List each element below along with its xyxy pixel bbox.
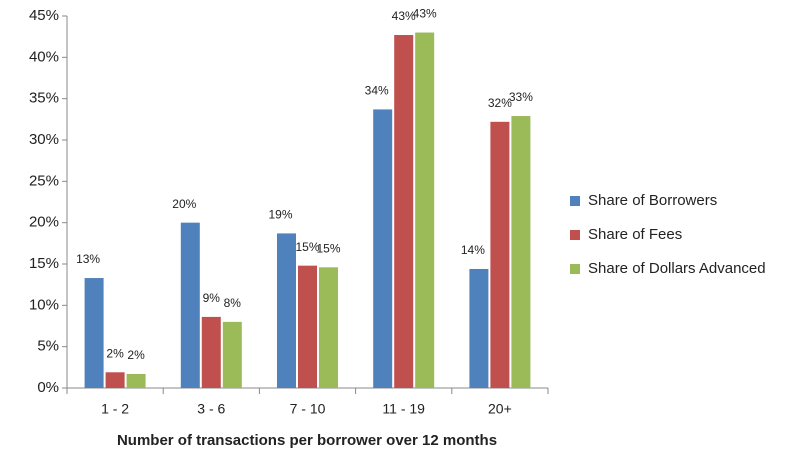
bar (126, 373, 146, 388)
value-label: 2% (127, 348, 145, 362)
value-label: 20% (172, 197, 196, 211)
y-tick-label: 35% (29, 90, 59, 107)
value-label: 33% (509, 90, 533, 104)
bar (84, 278, 104, 388)
legend-label: Share of Dollars Advanced (588, 260, 766, 277)
bar (319, 267, 338, 388)
x-tick-label: 11 - 19 (382, 401, 425, 417)
bar (394, 35, 414, 388)
bar (277, 233, 296, 388)
y-tick-label: 15% (29, 255, 59, 272)
y-tick-label: 40% (29, 48, 59, 65)
legend-swatch (570, 230, 580, 240)
value-label: 15% (295, 240, 319, 254)
bar (469, 268, 489, 388)
value-label: 2% (106, 346, 124, 360)
bar (490, 121, 510, 389)
bar (105, 372, 125, 388)
bar (373, 109, 393, 388)
value-label: 15% (316, 241, 340, 255)
y-tick-label: 10% (29, 296, 59, 313)
legend-label: Share of Fees (588, 226, 682, 243)
value-label: 34% (365, 84, 389, 98)
bar (511, 116, 531, 388)
x-tick-label: 1 - 2 (101, 401, 129, 417)
x-axis-label: Number of transactions per borrower over… (117, 432, 497, 449)
value-label: 8% (224, 296, 242, 310)
x-tick-label: 7 - 10 (290, 401, 326, 417)
y-tick-label: 30% (29, 131, 59, 148)
legend-swatch (570, 264, 580, 274)
y-tick-label: 0% (37, 379, 59, 396)
y-tick-label: 25% (29, 172, 59, 189)
y-tick-label: 20% (29, 214, 59, 231)
value-label: 9% (203, 291, 221, 305)
value-label: 14% (461, 243, 485, 257)
bar (222, 321, 242, 388)
value-label: 19% (268, 208, 292, 222)
x-tick-label: 3 - 6 (197, 401, 225, 417)
bar (201, 316, 221, 388)
bar (298, 265, 317, 388)
x-tick-label: 20+ (488, 401, 512, 417)
value-label: 43% (392, 9, 416, 23)
legend-label: Share of Borrowers (588, 192, 717, 209)
value-label: 32% (488, 96, 512, 110)
bar (415, 32, 435, 389)
y-tick-label: 45% (29, 7, 59, 24)
legend-swatch (570, 196, 580, 206)
value-label: 13% (76, 252, 100, 266)
bar (180, 222, 200, 388)
y-tick-label: 5% (37, 338, 59, 355)
value-label: 43% (413, 7, 437, 21)
